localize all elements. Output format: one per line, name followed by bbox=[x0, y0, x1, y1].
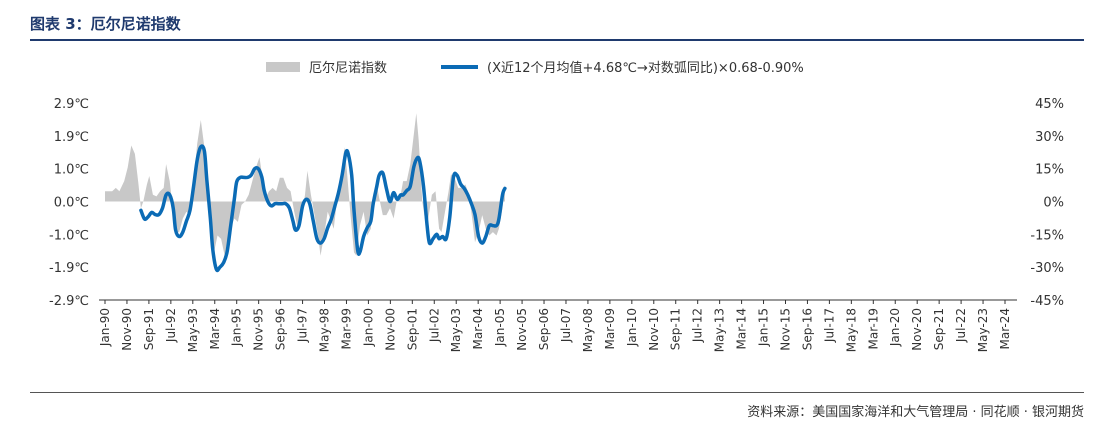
x-tick-label: Mar-19 bbox=[866, 308, 880, 349]
footer-divider bbox=[30, 392, 1084, 393]
x-tick-label: Jan-90 bbox=[98, 308, 112, 347]
x-tick-label: Nov-10 bbox=[647, 308, 661, 351]
left-tick-label: 0.0℃ bbox=[54, 196, 89, 211]
source-note: 资料来源：美国国家海洋和大气管理局 · 同花顺 · 银河期货 bbox=[747, 405, 1084, 420]
x-tick-label: May-13 bbox=[713, 308, 727, 352]
x-tick-label: Jan-15 bbox=[757, 308, 771, 347]
left-tick-label: -1.9℃ bbox=[49, 261, 89, 276]
x-tick-label: Sep-21 bbox=[932, 308, 946, 350]
x-tick-label: Sep-16 bbox=[800, 308, 814, 350]
x-tick-label: Nov-20 bbox=[910, 308, 924, 351]
legend-label-line: (X近12个月均值+4.68℃→对数弧同比)×0.68-0.90% bbox=[487, 60, 804, 76]
x-tick-label: Nov-15 bbox=[778, 308, 792, 351]
right-tick-label: -15% bbox=[1030, 228, 1064, 243]
x-tick-label: Mar-94 bbox=[208, 308, 222, 349]
x-tick-label: May-98 bbox=[318, 308, 332, 352]
x-tick-label: Mar-24 bbox=[998, 308, 1012, 349]
legend-swatch-area bbox=[266, 62, 300, 72]
x-tick-label: Sep-91 bbox=[142, 308, 156, 350]
x-axis: Jan-90 Nov-90 Sep-91 Jul-92 May-93 Mar-94 Jan-… bbox=[98, 299, 1017, 352]
x-tick-label: Nov-90 bbox=[120, 308, 134, 351]
right-tick-label: -45% bbox=[1030, 294, 1064, 309]
x-tick-label: Mar-14 bbox=[735, 308, 749, 349]
x-tick-label: Jan-10 bbox=[625, 308, 639, 347]
left-tick-label: 1.9℃ bbox=[54, 130, 89, 145]
x-tick-label: Sep-01 bbox=[405, 308, 419, 350]
x-tick-label: Sep-06 bbox=[537, 308, 551, 350]
left-y-axis: 2.9℃ 1.9℃ 1.0℃ 0.0℃ -1.0℃ -1.9℃ -2.9℃ bbox=[49, 97, 89, 309]
series-area-elnino-index bbox=[105, 113, 505, 256]
x-tick-label: Jul-97 bbox=[296, 308, 310, 343]
right-tick-label: 45% bbox=[1035, 97, 1064, 112]
x-tick-label: May-18 bbox=[844, 308, 858, 352]
left-tick-label: -1.0℃ bbox=[49, 228, 89, 243]
figure-title: 图表 3：厄尔尼诺指数 bbox=[30, 15, 181, 33]
left-tick-label: -2.9℃ bbox=[49, 294, 89, 309]
x-tick-label: Mar-99 bbox=[339, 308, 353, 349]
right-tick-label: 30% bbox=[1035, 130, 1064, 145]
area-series-layer bbox=[105, 113, 505, 256]
x-tick-label: Mar-04 bbox=[471, 308, 485, 349]
x-tick-label: Sep-11 bbox=[669, 308, 683, 350]
series-line-yoy bbox=[139, 144, 507, 273]
x-tick-label: Jan-05 bbox=[493, 308, 507, 347]
x-tick-label: May-93 bbox=[186, 308, 200, 352]
x-tick-label: Jul-02 bbox=[427, 308, 441, 343]
x-tick-label: May-08 bbox=[581, 308, 595, 352]
x-tick-label: May-23 bbox=[976, 308, 990, 352]
right-tick-label: 0% bbox=[1043, 196, 1064, 211]
x-tick-label: Jul-22 bbox=[954, 308, 968, 343]
x-tick-label: May-03 bbox=[449, 308, 463, 352]
x-tick-label: Jul-17 bbox=[822, 308, 836, 343]
left-tick-label: 2.9℃ bbox=[54, 97, 89, 112]
title-underline bbox=[30, 39, 1084, 41]
x-tick-label: Jan-00 bbox=[361, 308, 375, 347]
x-tick-label: Sep-96 bbox=[274, 308, 288, 350]
x-tick-label: Jan-20 bbox=[888, 308, 902, 347]
x-tick-label: Jul-07 bbox=[559, 308, 573, 343]
right-tick-label: -30% bbox=[1030, 261, 1064, 276]
right-y-axis: 45% 30% 15% 0% -15% -30% -45% bbox=[1030, 97, 1064, 309]
line-series-layer bbox=[139, 144, 507, 273]
x-tick-label: Nov-95 bbox=[252, 308, 266, 351]
right-tick-label: 15% bbox=[1035, 163, 1064, 178]
x-tick-label: Mar-09 bbox=[603, 308, 617, 349]
x-tick-label: Jul-92 bbox=[164, 308, 178, 343]
chart-legend: 厄尔尼诺指数 (X近12个月均值+4.68℃→对数弧同比)×0.68-0.90% bbox=[266, 60, 804, 76]
x-tick-label: Jul-12 bbox=[691, 308, 705, 343]
legend-label-area: 厄尔尼诺指数 bbox=[309, 61, 387, 76]
x-tick-label: Nov-00 bbox=[383, 308, 397, 351]
x-tick-label: Nov-05 bbox=[515, 308, 529, 351]
x-tick-label: Jan-95 bbox=[230, 308, 244, 347]
left-tick-label: 1.0℃ bbox=[54, 163, 89, 178]
